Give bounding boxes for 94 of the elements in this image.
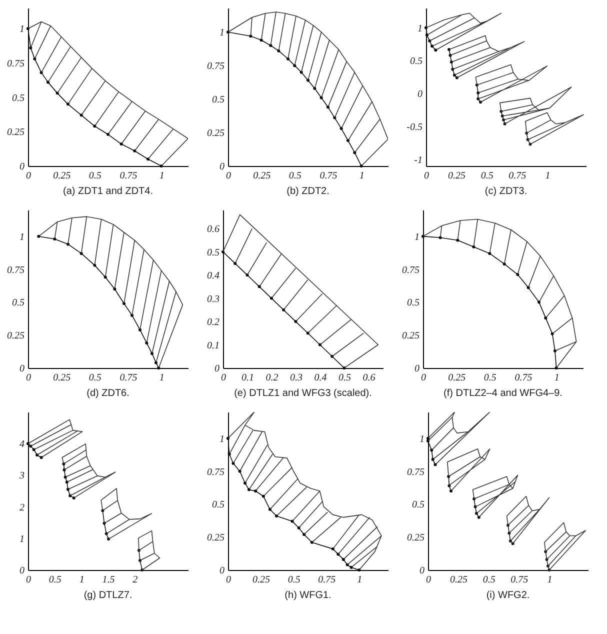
y-tick-label: 0.2 bbox=[207, 317, 220, 328]
y-tick-label: 0.5 bbox=[412, 500, 424, 511]
x-tick-label: 1 bbox=[547, 574, 552, 586]
text: (d) ZDT6. bbox=[86, 388, 130, 399]
x-tick-label: 1 bbox=[554, 372, 560, 384]
y-tick-label: 0.1 bbox=[207, 340, 220, 352]
text: (g) DTLZ7. bbox=[84, 590, 132, 601]
x-tick-label: 0.5 bbox=[288, 170, 302, 182]
y-tick-label: 1 bbox=[414, 232, 420, 243]
y-tick-label: 0.75 bbox=[7, 58, 24, 70]
x-tick-label: 0.25 bbox=[253, 170, 271, 182]
x-tick-label: 0.25 bbox=[53, 170, 71, 182]
y-tick-label: 0.25 bbox=[7, 330, 24, 342]
text: (e) DTLZ1 and WFG3 (scaled). bbox=[234, 388, 372, 399]
x-tick-label: 0.5 bbox=[480, 170, 494, 182]
y-tick-label: 0.75 bbox=[207, 466, 224, 478]
x-tick-label: 0.5 bbox=[88, 372, 102, 384]
x-tick-label: 0.75 bbox=[514, 372, 532, 384]
text: (h) WFG1. bbox=[284, 590, 332, 601]
y-tick-label: 0.4 bbox=[207, 270, 220, 282]
x-tick-label: 2 bbox=[132, 574, 138, 586]
x-tick-label: 0.25 bbox=[448, 170, 466, 182]
x-tick-label: 0.5 bbox=[48, 574, 62, 586]
x-tick-label: 0.75 bbox=[320, 170, 338, 182]
x-tick-label: 0.75 bbox=[120, 170, 138, 182]
x-tick-label: 0.3 bbox=[290, 372, 302, 384]
y-tick-label: 0.5 bbox=[410, 56, 422, 68]
y-tick-label: 0.5 bbox=[212, 94, 224, 106]
y-tick-label: -0.5 bbox=[406, 122, 422, 133]
x-tick-label: 1 bbox=[357, 574, 362, 586]
y-tick-label: 0 bbox=[220, 162, 224, 172]
x-tick-label: 0.2 bbox=[266, 372, 278, 384]
x-tick-label: 0.75 bbox=[318, 574, 336, 586]
y-tick-label: 4 bbox=[20, 439, 24, 450]
y-tick-label: 0 bbox=[414, 364, 420, 374]
x-tick-label: 1 bbox=[545, 170, 550, 182]
y-tick-label: 0 bbox=[20, 162, 24, 172]
x-tick-label: 0.5 bbox=[338, 372, 351, 384]
x-tick-label: 0.4 bbox=[314, 372, 327, 384]
y-tick-label: 3 bbox=[18, 470, 24, 482]
y-tick-label: 0.75 bbox=[7, 264, 24, 276]
x-tick-label: 0.5 bbox=[88, 170, 102, 182]
y-tick-label: 1 bbox=[220, 28, 224, 39]
y-tick-label: 0.5 bbox=[207, 247, 220, 258]
y-tick-label: 0.25 bbox=[7, 127, 24, 138]
x-tick-label: 0.75 bbox=[508, 170, 526, 182]
x-tick-label: 0.1 bbox=[241, 372, 254, 384]
x-tick-label: 0.75 bbox=[120, 372, 138, 384]
y-tick-label: 0.25 bbox=[207, 532, 224, 544]
y-tick-label: 1 bbox=[418, 23, 422, 34]
x-tick-label: 0.5 bbox=[484, 372, 496, 384]
y-tick-label: 1 bbox=[20, 534, 24, 545]
x-tick-label: 1 bbox=[159, 170, 164, 182]
y-tick-label: 1 bbox=[420, 434, 424, 445]
text: (i) WFG2. bbox=[486, 590, 530, 601]
y-tick-label: 1 bbox=[20, 232, 24, 243]
y-tick-label: 0.75 bbox=[407, 466, 424, 478]
y-tick-label: 0 bbox=[220, 566, 224, 576]
x-tick-label: 1 bbox=[359, 170, 364, 182]
text: (f) DTLZ2–4 and WFG4–9. bbox=[444, 388, 562, 399]
y-tick-label: 0 bbox=[418, 89, 422, 100]
y-tick-label: 0.25 bbox=[402, 330, 420, 342]
y-tick-label: 0 bbox=[420, 566, 424, 576]
y-tick-label: 0.6 bbox=[207, 224, 220, 236]
x-tick-label: 0.75 bbox=[510, 574, 528, 586]
x-tick-label: 1.5 bbox=[102, 574, 115, 586]
x-tick-label: 0.6 bbox=[362, 372, 376, 384]
y-tick-label: 0.5 bbox=[12, 298, 24, 309]
x-tick-label: 0.25 bbox=[53, 372, 71, 384]
y-tick-label: 1 bbox=[20, 24, 24, 36]
x-tick-label: 1 bbox=[159, 372, 164, 384]
text: (c) ZDT3. bbox=[484, 186, 528, 197]
x-tick-label: 0.5 bbox=[288, 574, 300, 586]
text: (a) ZDT1 and ZDT4. bbox=[62, 186, 154, 197]
y-tick-label: 0 bbox=[214, 364, 220, 374]
y-tick-label: 0.3 bbox=[207, 294, 220, 305]
y-tick-label: 0.5 bbox=[212, 500, 224, 511]
x-tick-label: 0.25 bbox=[448, 372, 466, 384]
x-tick-label: 0.25 bbox=[450, 574, 468, 586]
text: (b) ZDT2. bbox=[286, 186, 330, 197]
y-tick-label: 0 bbox=[20, 364, 24, 374]
y-tick-label: 0.25 bbox=[207, 128, 224, 140]
x-tick-label: 1 bbox=[79, 574, 84, 586]
y-tick-label: 1 bbox=[220, 434, 224, 445]
y-tick-label: 0.25 bbox=[407, 532, 424, 544]
x-tick-label: 0.5 bbox=[482, 574, 496, 586]
x-tick-label: 0.25 bbox=[252, 574, 270, 586]
y-tick-label: 0.5 bbox=[12, 92, 24, 104]
y-tick-label: 0.75 bbox=[207, 61, 224, 72]
y-tick-label: 2 bbox=[20, 502, 24, 514]
y-tick-label: -1 bbox=[414, 154, 422, 166]
y-tick-label: 0.5 bbox=[407, 298, 420, 309]
y-tick-label: 0.75 bbox=[402, 264, 420, 276]
y-tick-label: 0 bbox=[20, 566, 24, 576]
